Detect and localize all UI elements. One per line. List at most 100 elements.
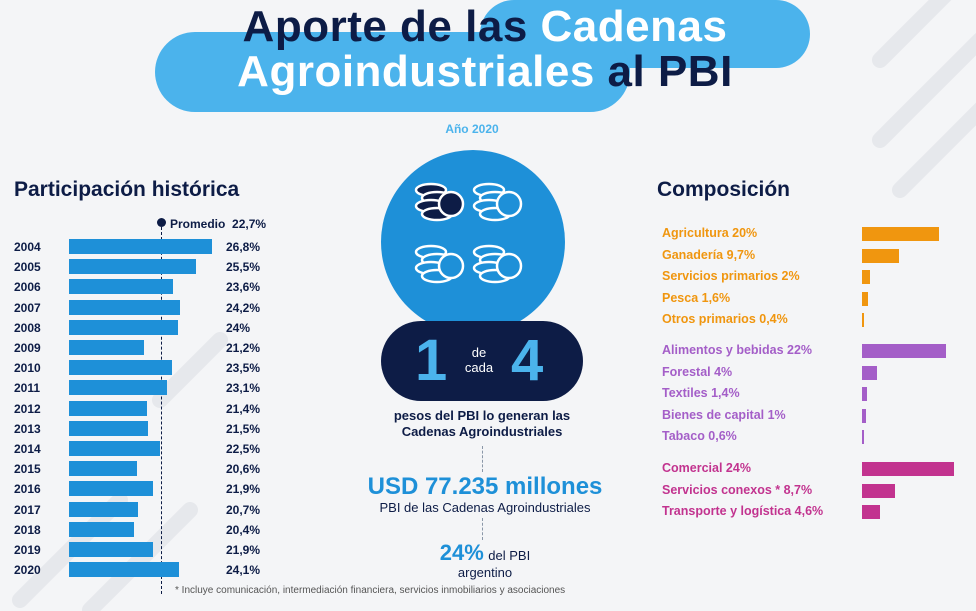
hist-year-label: 2008	[14, 320, 41, 335]
hist-year-label: 2019	[14, 543, 41, 557]
hist-year-label: 2013	[14, 421, 41, 436]
hist-value-label: 21,4%	[226, 401, 261, 416]
hist-year-label: 2009	[14, 341, 41, 355]
comp-row: Tabaco 0,6%	[662, 427, 972, 447]
comp-bar	[862, 365, 878, 380]
title-line-1: Aporte de las Cadenas	[242, 2, 728, 51]
hist-row: 2005 25,5%	[14, 258, 314, 276]
comp-label: Alimentos y bebidas 22%	[662, 343, 813, 357]
comp-label: Agricultura 20%	[662, 226, 758, 240]
hist-year-label: 2011	[14, 381, 41, 396]
ratio-badge: 1 de cada 4	[381, 321, 583, 401]
hist-year-label: 2015	[14, 462, 41, 477]
comp-label: Otros primarios 0,4%	[662, 312, 788, 327]
composition-heading: Composición	[657, 178, 791, 201]
year-label: Año 2020	[445, 122, 499, 136]
hist-year-label: 2018	[14, 522, 41, 537]
title-banner: Aporte de las Cadenas Agroindustriales a…	[150, 0, 820, 115]
ratio-left: 1	[415, 328, 448, 393]
hist-value-label: 20,7%	[226, 502, 261, 517]
comp-row: Servicios conexos * 8,7%	[662, 481, 972, 501]
comp-row: Forestal 4%	[662, 363, 972, 383]
usd-caption: PBI de las Cadenas Agroindustriales	[379, 500, 591, 515]
coin-face	[437, 252, 465, 280]
hist-value-label: 20,6%	[226, 462, 261, 477]
hist-row: 2014 22,5%	[14, 440, 314, 458]
comp-label: Tabaco 0,6%	[662, 429, 737, 444]
average-marker	[157, 218, 166, 227]
comp-bar	[862, 344, 947, 358]
comp-label: Servicios primarios 2%	[662, 269, 800, 284]
hist-year-label: 2005	[14, 260, 41, 275]
comp-bar	[862, 248, 900, 263]
hist-row: 2015 20,6%	[14, 460, 314, 478]
hist-year-label: 2017	[14, 502, 41, 517]
hist-year-label: 2006	[14, 280, 41, 295]
connector-1	[482, 446, 483, 472]
hist-bar	[69, 319, 179, 335]
hist-row: 2009 21,2%	[14, 339, 314, 357]
hist-bar	[69, 259, 197, 275]
hist-row: 2016 21,9%	[14, 480, 314, 498]
coin-face	[495, 190, 523, 218]
footnote: * Incluye comunicación, intermediación f…	[175, 585, 566, 596]
hist-value-label: 22,5%	[226, 442, 261, 456]
comp-label: Bienes de capital 1%	[662, 407, 786, 422]
hist-year-label: 2020	[14, 563, 41, 578]
coins-circle	[381, 150, 565, 334]
hist-bar	[69, 542, 153, 557]
hist-value-label: 25,5%	[226, 260, 261, 275]
hist-value-label: 24,2%	[226, 300, 261, 315]
coin-stacks-icon	[414, 182, 523, 284]
hist-bar	[69, 521, 135, 537]
hist-row: 2017 20,7%	[14, 501, 314, 519]
comp-bar	[862, 408, 866, 423]
hist-value-label: 23,1%	[226, 381, 261, 396]
coin-face	[495, 252, 523, 280]
hist-bar	[69, 461, 137, 477]
hist-row: 2020 24,1%	[14, 561, 314, 579]
hist-bar	[69, 340, 145, 355]
hist-year-label: 2016	[14, 482, 41, 497]
comp-row: Alimentos y bebidas 22%	[662, 341, 972, 361]
comp-bar	[862, 270, 870, 285]
historical-heading: Participación histórica	[14, 178, 240, 201]
hist-bar	[69, 360, 172, 376]
comp-row: Servicios primarios 2%	[662, 267, 972, 287]
hist-value-label: 21,2%	[226, 341, 261, 355]
title-pill-bottom	[155, 32, 630, 112]
comp-row: Textiles 1,4%	[662, 384, 972, 404]
comp-label: Servicios conexos * 8,7%	[662, 482, 813, 497]
connector-2	[482, 518, 483, 540]
comp-row: Otros primarios 0,4%	[662, 310, 972, 330]
hist-row: 2019 21,9%	[14, 541, 314, 559]
comp-row: Pesca 1,6%	[662, 289, 972, 309]
ratio-caption: pesos del PBI lo generan las Cadenas Agr…	[393, 408, 571, 439]
hist-bar	[69, 441, 160, 456]
hist-year-label: 2012	[14, 401, 41, 416]
hist-row: 2011 23,1%	[14, 379, 314, 397]
comp-bar	[862, 505, 880, 520]
hist-row: 2008 24%	[14, 319, 314, 337]
hist-value-label: 24%	[226, 320, 251, 335]
comp-label: Ganadería 9,7%	[662, 247, 756, 262]
comp-label: Transporte y logística 4,6%	[662, 504, 824, 519]
comp-label: Forestal 4%	[662, 364, 733, 379]
comp-row: Transporte y logística 4,6%	[662, 502, 972, 522]
comp-bar	[862, 483, 896, 498]
comp-bar	[862, 227, 939, 241]
hist-bar	[69, 299, 181, 315]
pct-block: 24% del PBI	[380, 540, 590, 566]
hist-year-label: 2004	[14, 240, 41, 254]
hist-row: 2007 24,2%	[14, 299, 314, 317]
hist-bar	[69, 562, 180, 578]
hist-row: 2018 20,4%	[14, 521, 314, 539]
hist-row: 2004 26,8%	[14, 238, 314, 256]
hist-bar	[69, 501, 139, 517]
comp-row: Agricultura 20%	[662, 224, 972, 244]
pct-suffix: del PBI	[488, 548, 531, 563]
comp-row: Bienes de capital 1%	[662, 406, 972, 426]
hist-row: 2013 21,5%	[14, 420, 314, 438]
hist-value-label: 26,8%	[226, 240, 261, 254]
hist-bar	[69, 239, 212, 254]
